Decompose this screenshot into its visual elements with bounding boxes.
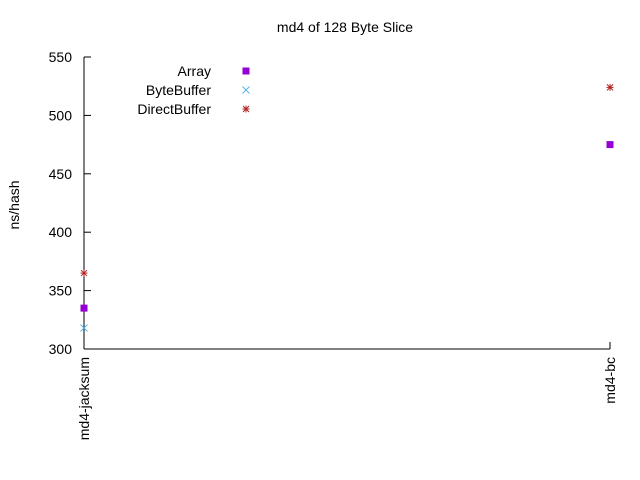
legend-marker-bytebuffer	[242, 86, 250, 94]
y-tick-label: 550	[49, 49, 73, 65]
y-tick-label: 450	[49, 166, 73, 182]
legend-label: ByteBuffer	[146, 82, 211, 98]
plot-frame	[83, 57, 610, 350]
x-axis-ticks: md4-jacksum md4-bc	[76, 342, 618, 440]
legend-label: DirectBuffer	[137, 101, 211, 117]
data-point-array-md4-jacksum	[80, 304, 88, 312]
data-point-directbuffer-md4-jacksum	[80, 269, 88, 277]
x-tick-label: md4-bc	[602, 357, 618, 404]
y-tick-label: 300	[49, 341, 73, 357]
data-point-bytebuffer-md4-jacksum	[80, 324, 88, 332]
data-point-array-md4-bc	[606, 141, 614, 149]
y-tick-label: 350	[49, 283, 73, 299]
chart-title: md4 of 128 Byte Slice	[277, 19, 413, 35]
data-points	[80, 83, 614, 332]
data-point-directbuffer-md4-bc	[606, 83, 614, 91]
legend-marker-array	[242, 67, 250, 75]
legend: Array ByteBuffer DirectBuffer	[137, 63, 250, 117]
y-tick-label: 400	[49, 224, 73, 240]
y-tick-label: 500	[49, 107, 73, 123]
legend-marker-directbuffer	[242, 105, 250, 113]
y-axis-label: ns/hash	[6, 180, 22, 229]
y-axis-ticks: 300 350 400 450 500 550	[49, 49, 91, 357]
legend-label: Array	[178, 63, 211, 79]
x-tick-label: md4-jacksum	[76, 357, 92, 440]
